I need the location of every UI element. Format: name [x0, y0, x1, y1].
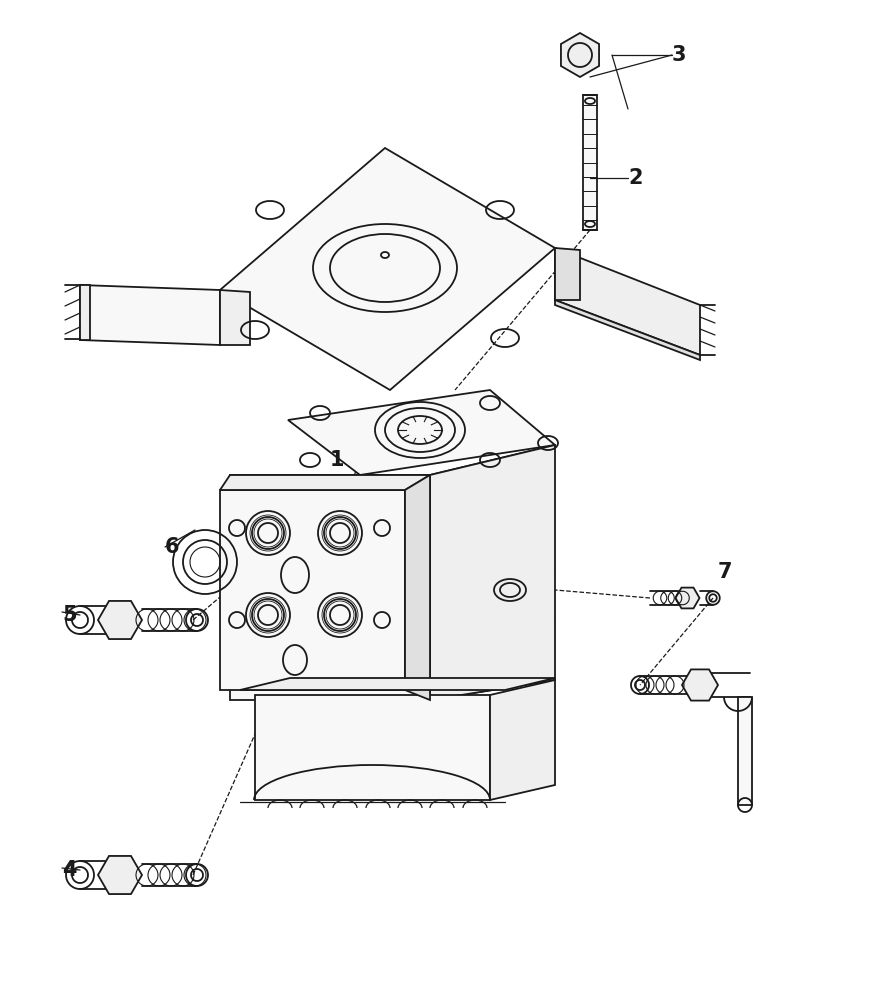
Polygon shape — [561, 33, 599, 77]
Text: 4: 4 — [62, 860, 77, 880]
Polygon shape — [583, 95, 597, 230]
Polygon shape — [682, 669, 718, 701]
Polygon shape — [230, 475, 430, 700]
Polygon shape — [220, 490, 405, 690]
Text: 7: 7 — [718, 562, 732, 582]
Polygon shape — [80, 285, 90, 340]
Text: 6: 6 — [165, 537, 180, 557]
Polygon shape — [738, 697, 752, 805]
Polygon shape — [676, 588, 699, 608]
Polygon shape — [430, 445, 555, 700]
Text: 2: 2 — [628, 168, 643, 188]
Text: 5: 5 — [62, 605, 77, 625]
Polygon shape — [555, 248, 700, 355]
Polygon shape — [98, 856, 142, 894]
Text: 1: 1 — [330, 450, 344, 470]
Polygon shape — [288, 390, 555, 475]
Polygon shape — [555, 248, 580, 300]
Polygon shape — [490, 680, 555, 800]
Polygon shape — [240, 678, 555, 690]
Polygon shape — [255, 695, 490, 800]
Polygon shape — [555, 300, 700, 360]
Polygon shape — [80, 285, 220, 345]
Polygon shape — [98, 601, 142, 639]
Polygon shape — [220, 475, 430, 490]
Polygon shape — [220, 148, 555, 390]
Polygon shape — [220, 290, 250, 345]
Polygon shape — [405, 475, 430, 700]
Text: 3: 3 — [672, 45, 686, 65]
